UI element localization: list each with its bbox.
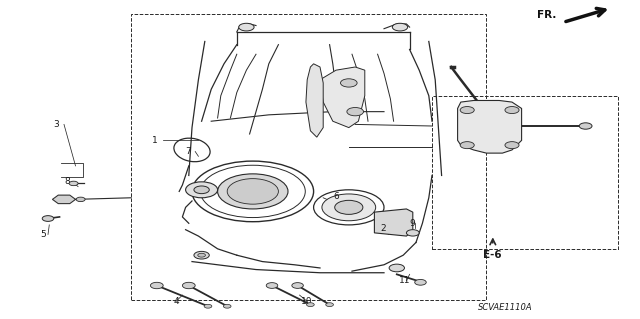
Text: 7: 7 (186, 147, 191, 156)
Circle shape (218, 174, 288, 209)
Text: 11: 11 (399, 276, 410, 285)
Text: SCVAE1110A: SCVAE1110A (478, 303, 533, 312)
Circle shape (322, 194, 376, 221)
Circle shape (392, 23, 408, 31)
Circle shape (335, 200, 363, 214)
Bar (131, 14, 486, 300)
Circle shape (505, 142, 519, 149)
Circle shape (186, 182, 218, 198)
Circle shape (266, 283, 278, 288)
Polygon shape (374, 209, 413, 236)
Polygon shape (320, 67, 365, 128)
Text: 3: 3 (54, 120, 59, 129)
Circle shape (579, 123, 592, 129)
Text: 1: 1 (152, 136, 157, 145)
Circle shape (460, 107, 474, 114)
Circle shape (227, 179, 278, 204)
Text: 2: 2 (380, 224, 385, 233)
Text: 4: 4 (173, 297, 179, 306)
Text: FR.: FR. (538, 10, 557, 20)
Text: 10: 10 (301, 297, 313, 306)
Circle shape (182, 282, 195, 289)
Circle shape (150, 282, 163, 289)
Text: 8: 8 (65, 177, 70, 186)
Circle shape (326, 303, 333, 307)
Text: 5: 5 (41, 230, 46, 239)
Circle shape (42, 216, 54, 221)
Circle shape (340, 79, 357, 87)
Circle shape (194, 186, 209, 194)
Circle shape (204, 304, 212, 308)
Circle shape (460, 142, 474, 149)
Text: 9: 9 (410, 219, 415, 228)
Text: E-6: E-6 (483, 250, 502, 260)
Circle shape (223, 304, 231, 308)
Circle shape (415, 279, 426, 285)
Circle shape (307, 303, 314, 307)
Circle shape (389, 264, 404, 272)
Circle shape (69, 181, 78, 186)
Circle shape (198, 253, 205, 257)
Circle shape (347, 108, 364, 116)
Circle shape (292, 283, 303, 288)
Polygon shape (458, 100, 522, 153)
Text: 6: 6 (333, 192, 339, 201)
Circle shape (76, 197, 85, 202)
Circle shape (505, 107, 519, 114)
Bar (432, 96, 618, 249)
Circle shape (406, 230, 419, 236)
Polygon shape (52, 195, 76, 204)
Circle shape (239, 23, 254, 31)
Polygon shape (306, 64, 323, 137)
Circle shape (194, 251, 209, 259)
